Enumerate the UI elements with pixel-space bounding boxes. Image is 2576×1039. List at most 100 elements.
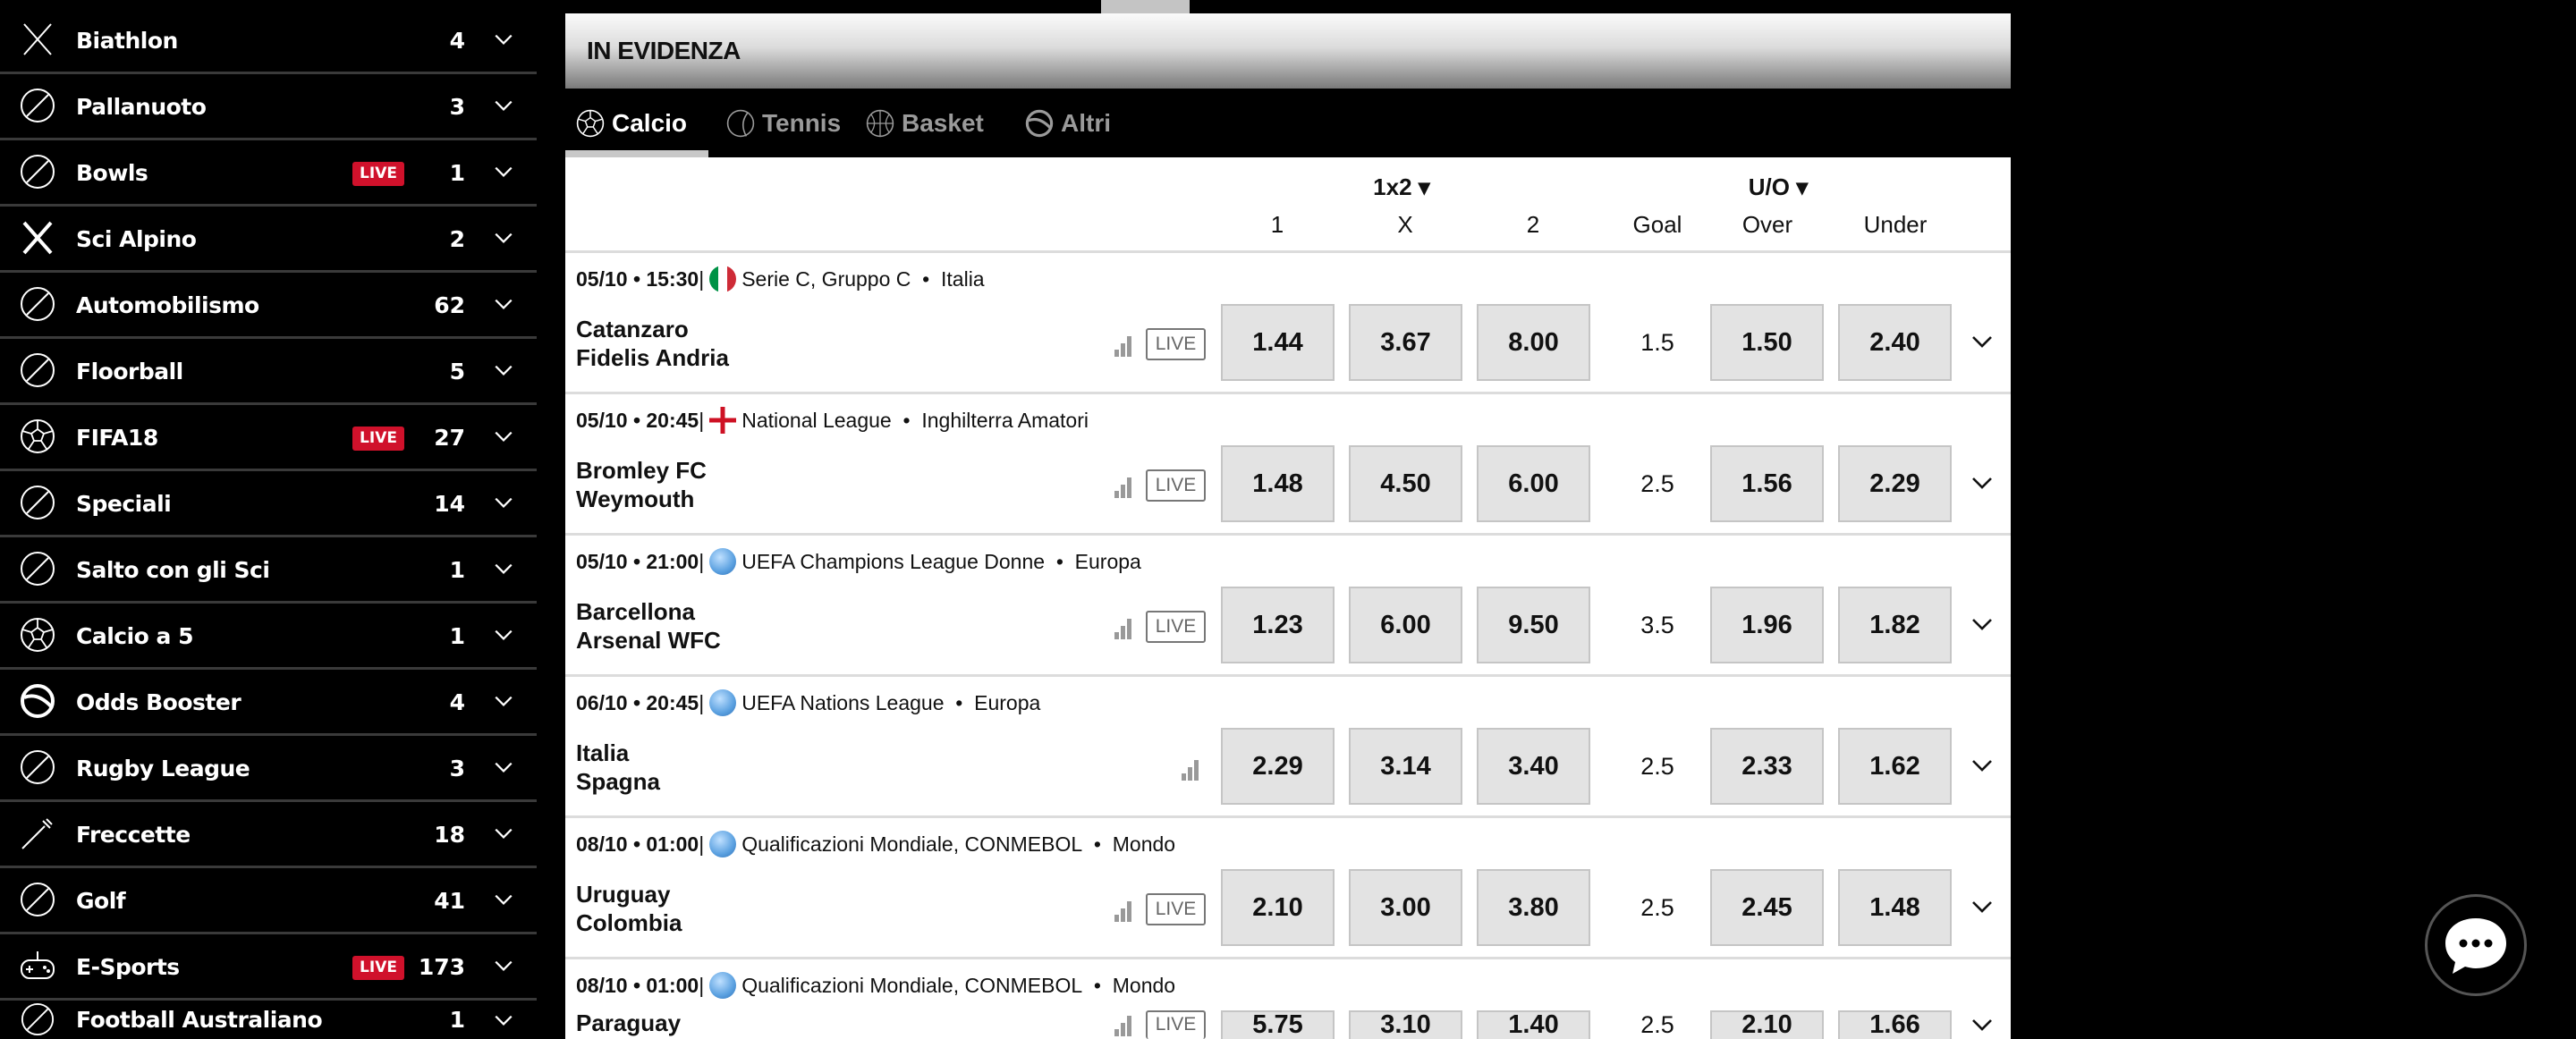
stats-icon[interactable] [1114, 1013, 1133, 1036]
odds-button-x[interactable]: 3.67 [1349, 304, 1462, 381]
chevron-down-icon[interactable] [494, 33, 513, 46]
odds-button-under[interactable]: 1.66 [1838, 1010, 1952, 1039]
odds-button-over[interactable]: 2.33 [1710, 728, 1824, 805]
chevron-down-icon[interactable] [1971, 476, 1993, 490]
league-name[interactable]: National League [741, 408, 892, 432]
chevron-down-icon[interactable] [494, 562, 513, 575]
market-select-uo[interactable]: U/O ▾ [1748, 173, 1809, 200]
sidebar-item[interactable]: Football Australiano 1 [0, 1001, 537, 1039]
odds-button-x[interactable]: 3.10 [1349, 1010, 1462, 1039]
sidebar-item[interactable]: Biathlon 4 [0, 8, 537, 74]
odds-button-over[interactable]: 2.45 [1710, 869, 1824, 946]
league-name[interactable]: Serie C, Gruppo C [741, 266, 911, 291]
odds-button-over[interactable]: 1.96 [1710, 587, 1824, 663]
away-team[interactable]: Fidelis Andria [576, 344, 729, 371]
sidebar-item[interactable]: Golf 41 [0, 868, 537, 934]
odds-button-x[interactable]: 4.50 [1349, 445, 1462, 522]
odds-button-1[interactable]: 5.75 [1221, 1010, 1335, 1039]
home-team[interactable]: Paraguay [576, 1009, 682, 1036]
odds-button-2[interactable]: 6.00 [1477, 445, 1590, 522]
stats-icon[interactable] [1114, 475, 1133, 498]
scroll-handle[interactable] [1101, 0, 1190, 13]
tab-calcio[interactable]: Calcio [576, 89, 687, 157]
stats-icon[interactable] [1114, 616, 1133, 639]
tab-altri[interactable]: Altri [1025, 89, 1111, 157]
away-team[interactable]: Arsenal WFC [576, 627, 721, 654]
home-team[interactable]: Catanzaro [576, 316, 689, 342]
sidebar-item[interactable]: Automobilismo 62 [0, 273, 537, 339]
home-team[interactable]: Uruguay [576, 881, 671, 908]
chevron-down-icon[interactable] [494, 629, 513, 641]
odds-button-under[interactable]: 2.29 [1838, 445, 1952, 522]
chevron-down-icon[interactable] [494, 695, 513, 707]
odds-button-under[interactable]: 1.62 [1838, 728, 1952, 805]
chevron-down-icon[interactable] [1971, 1018, 1993, 1032]
odds-button-1[interactable]: 2.10 [1221, 869, 1335, 946]
sidebar-item[interactable]: FIFA18 LIVE 27 [0, 405, 537, 471]
chevron-down-icon[interactable] [494, 959, 513, 972]
odds-button-x[interactable]: 6.00 [1349, 587, 1462, 663]
chat-button[interactable] [2425, 894, 2527, 996]
chevron-down-icon[interactable] [1971, 617, 1993, 631]
odds-button-over[interactable]: 1.56 [1710, 445, 1824, 522]
sidebar-item[interactable]: Floorball 5 [0, 339, 537, 405]
market-select-1x2[interactable]: 1x2 ▾ [1373, 173, 1430, 200]
chevron-down-icon[interactable] [494, 298, 513, 310]
odds-button-x[interactable]: 3.14 [1349, 728, 1462, 805]
sidebar-item[interactable]: Speciali 14 [0, 471, 537, 537]
chevron-down-icon[interactable] [494, 364, 513, 376]
odds-button-2[interactable]: 1.40 [1477, 1010, 1590, 1039]
odds-button-2[interactable]: 8.00 [1477, 304, 1590, 381]
home-team[interactable]: Bromley FC [576, 457, 707, 484]
tab-basket[interactable]: Basket [866, 89, 984, 157]
sidebar-item[interactable]: Calcio a 5 1 [0, 604, 537, 670]
sidebar-item[interactable]: Odds Booster 4 [0, 670, 537, 736]
league-name[interactable]: Qualificazioni Mondiale, CONMEBOL [741, 832, 1083, 856]
odds-button-under[interactable]: 1.82 [1838, 587, 1952, 663]
odds-button-over[interactable]: 1.50 [1710, 304, 1824, 381]
chevron-down-icon[interactable] [1971, 334, 1993, 349]
stats-icon[interactable] [1114, 334, 1133, 357]
sidebar-item[interactable]: Bowls LIVE 1 [0, 140, 537, 207]
chevron-down-icon[interactable] [1971, 758, 1993, 773]
sidebar-item[interactable]: Sci Alpino 2 [0, 207, 537, 273]
away-team[interactable]: Colombia [576, 909, 682, 936]
league-name[interactable]: UEFA Champions League Donne [741, 549, 1046, 573]
odds-button-under[interactable]: 1.48 [1838, 869, 1952, 946]
sidebar-item[interactable]: Freccette 18 [0, 802, 537, 868]
odds-button-over[interactable]: 2.10 [1710, 1010, 1824, 1039]
odds-button-under[interactable]: 2.40 [1838, 304, 1952, 381]
odds-button-1[interactable]: 1.48 [1221, 445, 1335, 522]
odds-button-1[interactable]: 2.29 [1221, 728, 1335, 805]
chevron-down-icon[interactable] [494, 496, 513, 509]
chevron-down-icon[interactable] [494, 165, 513, 178]
chevron-down-icon[interactable] [494, 430, 513, 443]
league-name[interactable]: UEFA Nations League [741, 690, 945, 714]
chevron-down-icon[interactable] [494, 761, 513, 773]
chevron-down-icon[interactable] [494, 1014, 513, 1026]
chevron-down-icon[interactable] [494, 827, 513, 840]
odds-button-1[interactable]: 1.44 [1221, 304, 1335, 381]
league-name[interactable]: Qualificazioni Mondiale, CONMEBOL [741, 973, 1083, 997]
odds-button-1[interactable]: 1.23 [1221, 587, 1335, 663]
away-team[interactable]: Spagna [576, 768, 660, 795]
sidebar-item[interactable]: Rugby League 3 [0, 736, 537, 802]
chevron-down-icon[interactable] [494, 893, 513, 906]
odds-button-x[interactable]: 3.00 [1349, 869, 1462, 946]
sidebar-item[interactable]: Pallanuoto 3 [0, 74, 537, 140]
stats-icon[interactable] [1114, 899, 1133, 922]
away-team[interactable]: Weymouth [576, 486, 695, 512]
chevron-down-icon[interactable] [1971, 900, 1993, 914]
chevron-down-icon[interactable] [494, 99, 513, 112]
odds-button-2[interactable]: 9.50 [1477, 587, 1590, 663]
odds-button-2[interactable]: 3.80 [1477, 869, 1590, 946]
home-team[interactable]: Italia [576, 739, 630, 766]
stats-icon[interactable] [1181, 757, 1200, 781]
home-team[interactable]: Barcellona [576, 598, 695, 625]
chevron-down-icon[interactable] [494, 232, 513, 244]
odds-button-2[interactable]: 3.40 [1477, 728, 1590, 805]
sidebar-item-label: Freccette [76, 822, 191, 848]
sidebar-item[interactable]: Salto con gli Sci 1 [0, 537, 537, 604]
tab-tennis[interactable]: Tennis [726, 89, 841, 157]
sidebar-item[interactable]: E-Sports LIVE 173 [0, 934, 537, 1001]
